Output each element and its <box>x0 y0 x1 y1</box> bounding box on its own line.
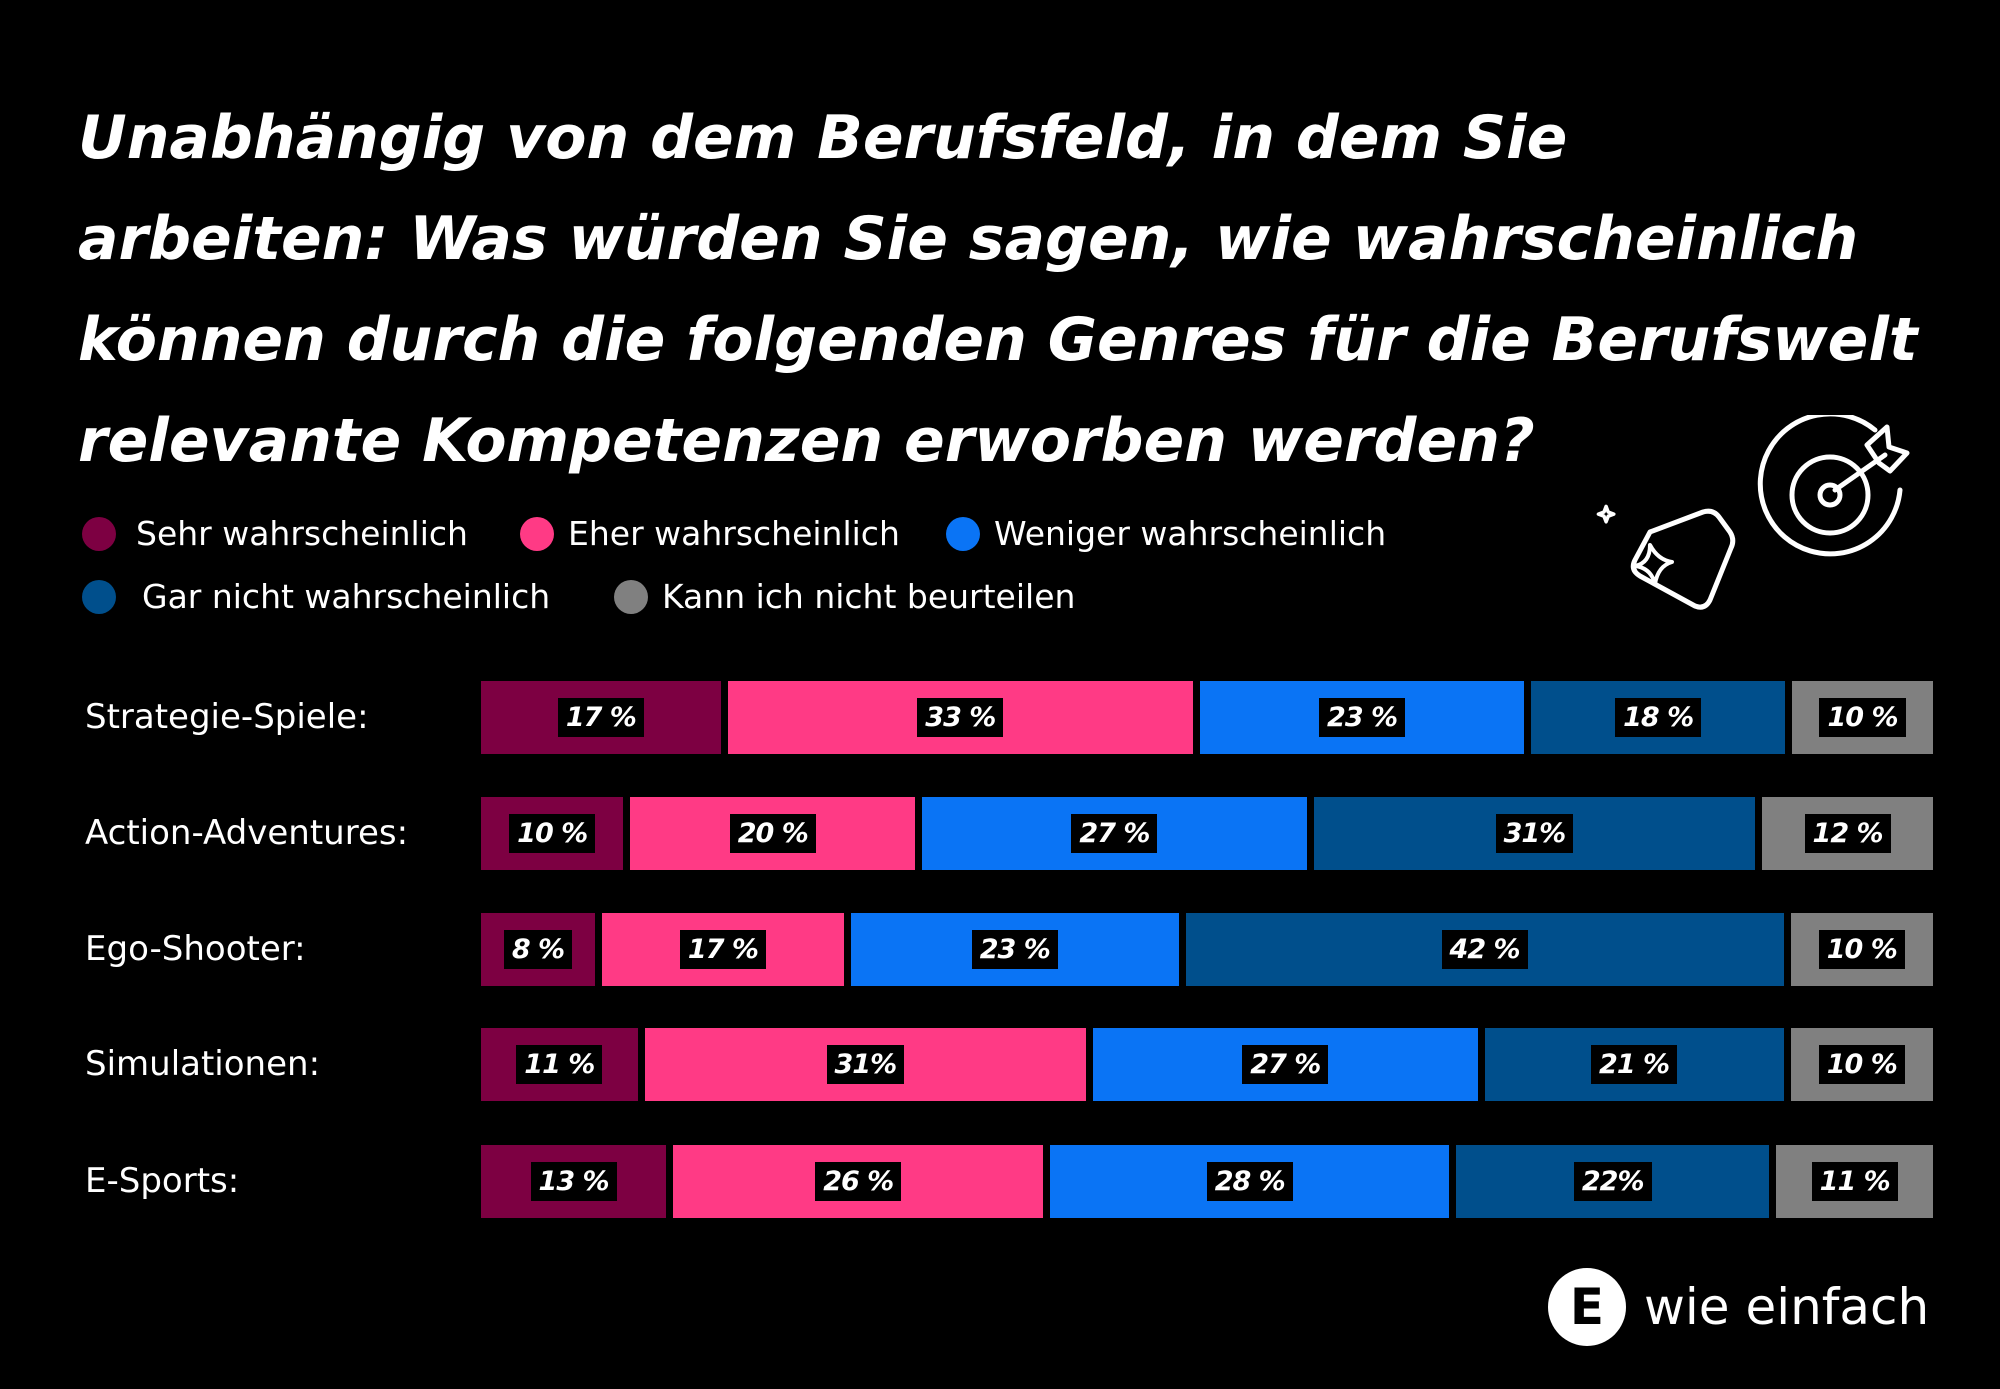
bar-segment: 27 % <box>1093 1028 1478 1101</box>
data-label: 23 % <box>1319 698 1406 737</box>
data-label: 42 % <box>1441 930 1528 969</box>
data-label: 28 % <box>1206 1162 1293 1201</box>
bar-segment: 10 % <box>1790 913 1933 986</box>
legend-label: Weniger wahrscheinlich <box>994 514 1387 553</box>
bar-segment: 13 % <box>481 1145 667 1218</box>
title-line: Unabhängig von dem Berufsfeld, in dem Si… <box>78 103 1568 173</box>
category-label: Strategie-Spiele: <box>85 697 369 737</box>
data-label: 13 % <box>530 1162 617 1201</box>
data-label: 10 % <box>1818 930 1905 969</box>
bar-segment: 17 % <box>601 913 844 986</box>
bar-segment: 23 % <box>851 913 1179 986</box>
data-label: 27 % <box>1242 1045 1329 1084</box>
data-label: 11 % <box>516 1045 603 1084</box>
bar-segment: 10 % <box>481 797 624 870</box>
target-arrow-icon <box>1757 415 1910 557</box>
data-label: 12 % <box>1804 814 1891 853</box>
title-line: können durch die folgenden Genres für di… <box>78 305 1918 375</box>
bar-row: 8 % 17 % 23 % 42 % 10 % <box>481 913 1933 986</box>
bar-segment: 33 % <box>727 681 1193 754</box>
category-label: Simulationen: <box>85 1044 321 1084</box>
bar-row: 10 % 20 % 27 % 31% 12 % <box>481 797 1933 870</box>
data-label: 26 % <box>815 1162 902 1201</box>
legend-item-weniger: Weniger wahrscheinlich <box>946 514 1386 553</box>
logo-e-circle: E <box>1548 1268 1626 1346</box>
data-label: 10 % <box>1819 698 1906 737</box>
legend-label: Kann ich nicht beurteilen <box>662 577 1076 616</box>
chart-title: Unabhängig von dem Berufsfeld, in dem Si… <box>78 88 1978 492</box>
data-label: 18 % <box>1615 698 1702 737</box>
bar-segment: 17 % <box>481 681 721 754</box>
legend-swatch <box>82 579 116 614</box>
legend-label: Sehr wahrscheinlich <box>136 514 468 553</box>
data-label: 11 % <box>1811 1162 1898 1201</box>
data-label: 22% <box>1573 1162 1652 1201</box>
data-label: 20 % <box>729 814 816 853</box>
legend-swatch <box>520 516 554 551</box>
bar-segment: 18 % <box>1531 681 1785 754</box>
data-label: 21 % <box>1591 1045 1678 1084</box>
bar-row: 11 % 31% 27 % 21 % 10 % <box>481 1028 1933 1101</box>
legend-swatch <box>614 579 648 614</box>
legend-item-kann-nicht: Kann ich nicht beurteilen <box>614 577 1075 616</box>
bar-segment: 28 % <box>1050 1145 1450 1218</box>
data-label: 8 % <box>503 930 573 969</box>
bar-segment: 11 % <box>1776 1145 1933 1218</box>
bar-segment: 12 % <box>1762 797 1933 870</box>
bar-segment: 8 % <box>481 913 595 986</box>
data-label: 31% <box>826 1045 905 1084</box>
data-label: 23 % <box>971 930 1058 969</box>
bar-segment: 21 % <box>1484 1028 1784 1101</box>
title-line: relevante Kompetenzen erworben werden? <box>78 406 1535 476</box>
legend-label: Eher wahrscheinlich <box>568 514 900 553</box>
legend-swatch <box>946 516 980 551</box>
bar-row: 13 % 26 % 28 % 22% 11 % <box>481 1145 1933 1218</box>
bar-segment: 20 % <box>630 797 916 870</box>
data-label: 27 % <box>1071 814 1158 853</box>
price-tag-sparkle-icon <box>1596 504 1736 610</box>
data-label: 10 % <box>509 814 596 853</box>
legend-item-gar-nicht: Gar nicht wahrscheinlich <box>82 577 550 616</box>
data-label: 10 % <box>1818 1045 1905 1084</box>
category-label: E-Sports: <box>85 1161 240 1201</box>
data-label: 33 % <box>917 698 1004 737</box>
bar-row: 17 % 33 % 23 % 18 % 10 % <box>481 681 1933 754</box>
legend-label: Gar nicht wahrscheinlich <box>142 577 551 616</box>
category-label: Action-Adventures: <box>85 813 409 853</box>
data-label: 17 % <box>557 698 644 737</box>
legend-item-eher: Eher wahrscheinlich <box>520 514 900 553</box>
data-label: 31% <box>1495 814 1574 853</box>
bar-segment: 22% <box>1456 1145 1770 1218</box>
bar-segment: 42 % <box>1185 913 1784 986</box>
bar-segment: 31% <box>644 1028 1087 1101</box>
bar-segment: 23 % <box>1199 681 1525 754</box>
legend-item-sehr: Sehr wahrscheinlich <box>82 514 468 553</box>
bar-segment: 11 % <box>481 1028 638 1101</box>
title-line: arbeiten: Was würden Sie sagen, wie wahr… <box>78 204 1859 274</box>
legend-swatch <box>82 516 116 551</box>
bar-segment: 10 % <box>1790 1028 1933 1101</box>
bar-segment: 27 % <box>922 797 1307 870</box>
logo-text: wie einfach <box>1644 1278 1930 1336</box>
bar-segment: 31% <box>1313 797 1756 870</box>
bar-segment: 10 % <box>1792 681 1933 754</box>
category-label: Ego-Shooter: <box>85 929 306 969</box>
data-label: 17 % <box>679 930 766 969</box>
bar-segment: 26 % <box>673 1145 1044 1218</box>
brand-logo: E wie einfach <box>1548 1268 1929 1346</box>
